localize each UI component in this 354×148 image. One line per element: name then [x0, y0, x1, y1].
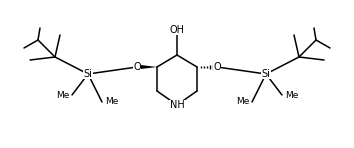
- Polygon shape: [137, 65, 157, 70]
- Text: Me: Me: [285, 90, 298, 99]
- Text: NH: NH: [170, 100, 184, 110]
- Text: Me: Me: [105, 98, 118, 107]
- Text: OH: OH: [170, 25, 184, 35]
- Text: O: O: [213, 62, 221, 72]
- Text: O: O: [133, 62, 141, 72]
- Text: Me: Me: [236, 98, 249, 107]
- Text: Si: Si: [84, 69, 92, 79]
- Text: Si: Si: [262, 69, 270, 79]
- Text: Me: Me: [56, 90, 69, 99]
